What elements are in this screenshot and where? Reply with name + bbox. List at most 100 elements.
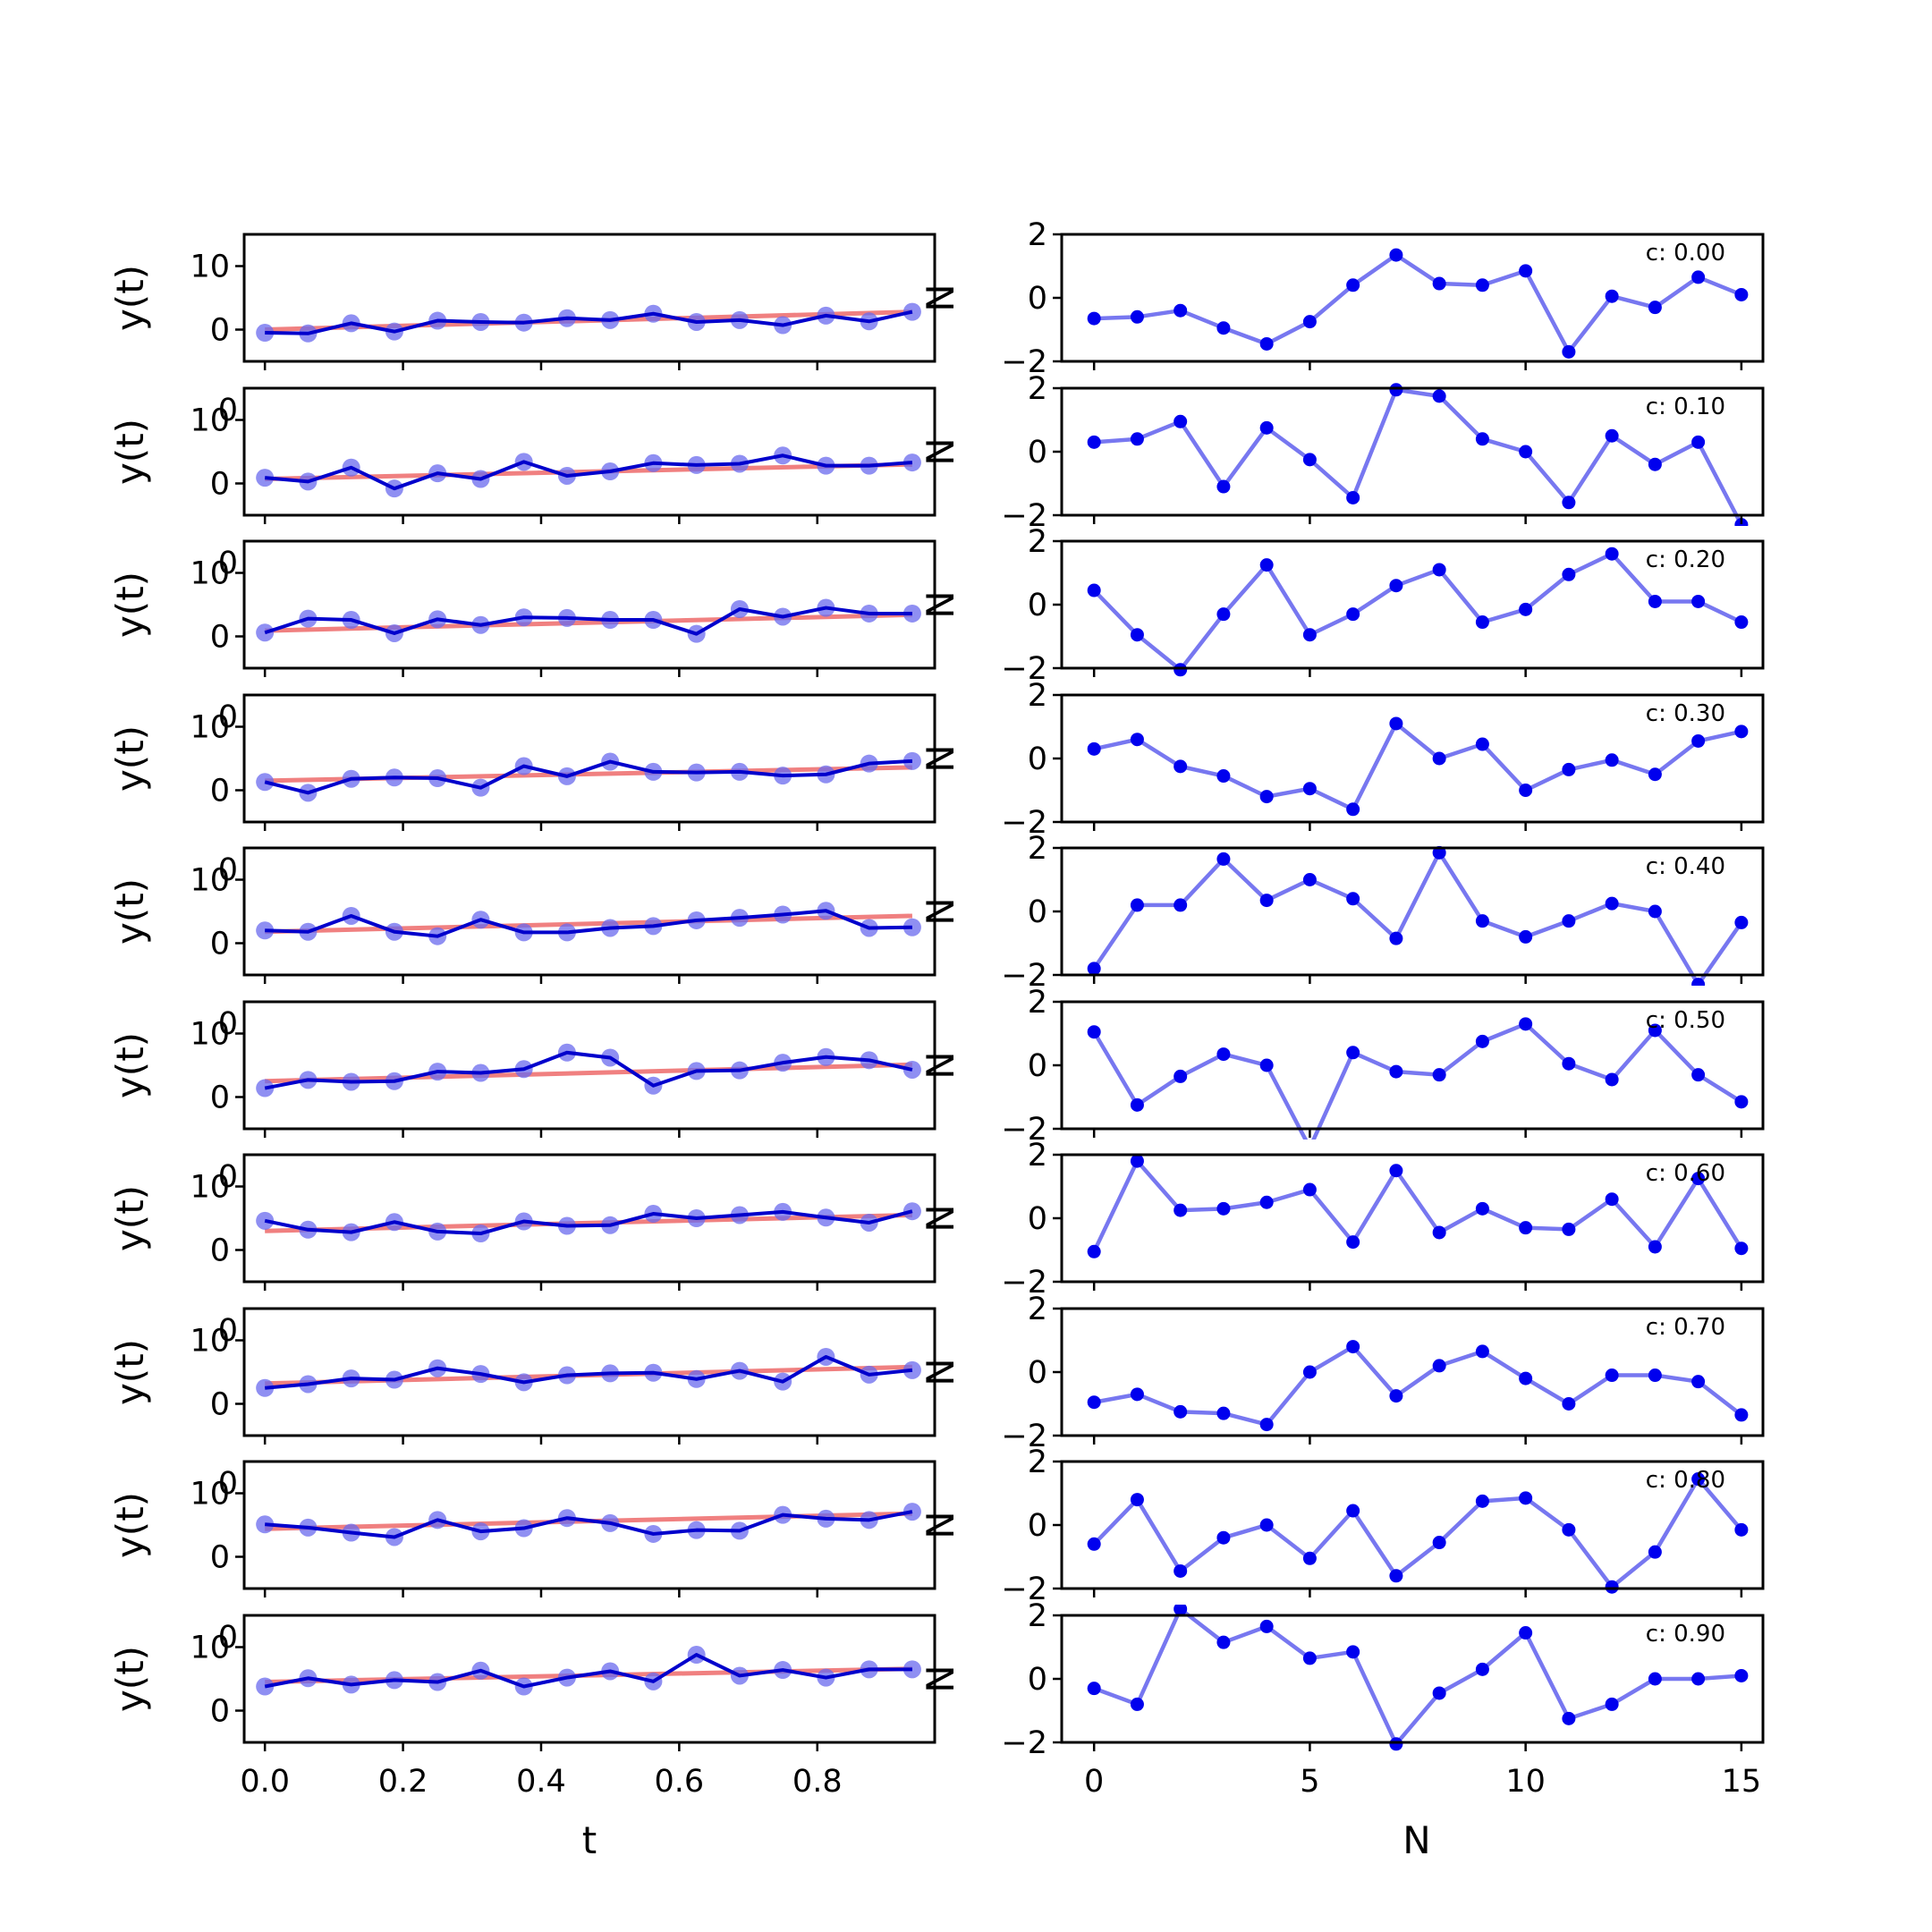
y-tick-label: −2 [1001,1112,1047,1148]
y-axis-label: N [919,1665,962,1692]
y-tick-label: −2 [1001,651,1047,687]
data-point [1691,1472,1706,1487]
noise-line [1094,387,1743,526]
right-panel-5-marks [1087,845,1749,986]
y-tick-label: −2 [1001,958,1047,994]
left-panel-6-marks [256,1043,921,1097]
coupling-annotation: c: 0.30 [1646,700,1725,727]
trend-line [265,913,912,935]
y-tick-label: 2 [1028,985,1047,1021]
data-point [1302,873,1317,886]
data-point [1346,607,1360,622]
left-axes-frame [242,1307,936,1437]
right-panel-4: −2 0 2 Nc: 0.30 [919,678,1765,841]
series-line [265,909,912,938]
right-panel-7: −2 0 2 Nc: 0.60 [919,1138,1765,1301]
y-tick-label: 10 [190,403,230,439]
y-axis-label: y(t) [108,725,152,792]
right-x-axis-label: N [1402,1818,1430,1862]
data-point [1605,753,1619,767]
left-axes-frame [242,846,936,977]
y-tick-label: 0 [1028,894,1047,930]
data-point [1648,1545,1662,1559]
data-point [1174,1563,1188,1578]
series-line [264,1653,912,1689]
data-point [1432,1536,1446,1550]
data-point [1087,1395,1101,1410]
data-point [1605,289,1619,303]
data-point [1259,336,1274,351]
y-axis-label: y(t) [108,1032,152,1098]
data-point [1087,311,1101,326]
data-point [1648,767,1662,782]
series-line [264,758,913,795]
series-line [264,1050,913,1090]
coupling-annotation: c: 0.20 [1646,547,1725,573]
y-axis-label: N [919,284,962,311]
left-axes-frame [242,1614,936,1744]
data-point [1648,904,1662,919]
y-tick-label: 0 [1028,281,1047,317]
y-axis-label: y(t) [108,419,152,485]
data-point [1691,1375,1706,1389]
data-point [1389,1164,1403,1178]
data-point [1346,278,1360,292]
data-point [1216,607,1231,622]
noise-line [1092,1021,1743,1140]
data-point [1174,303,1188,318]
overlap-glyph: 0 [218,546,238,581]
y-tick-label: 10 [190,1477,230,1513]
data-point [1302,1182,1317,1197]
coupling-annotation: c: 0.90 [1646,1621,1725,1648]
data-point [1087,741,1101,756]
coupling-annotation: c: 0.50 [1646,1007,1725,1034]
x-tick-label: 0.8 [792,1764,843,1800]
x-tick-label: 0 [1084,1764,1104,1800]
data-point [1432,1068,1446,1082]
data-point [1389,579,1403,593]
y-tick-label: 0 [210,927,230,962]
right-panel-5: −2 0 2 Nc: 0.40 [919,831,1765,994]
left-x-axis-label: t [582,1818,597,1862]
left-panel-7-marks [256,1202,921,1243]
left-panel-1: 0 10 y(t) [108,233,936,370]
y-tick-label: 2 [1028,1445,1047,1480]
noise-line [1092,1477,1743,1589]
data-point [1734,287,1749,301]
data-point [1519,1491,1533,1505]
data-point [1174,1203,1188,1217]
data-point [1562,1222,1576,1236]
data-point [1605,896,1619,911]
y-axis-label: N [919,1358,962,1385]
data-point [1562,1056,1576,1071]
overlap-glyph: 0 [218,1466,238,1502]
data-point [1475,278,1489,292]
trend-line [265,1062,912,1084]
data-point [1475,737,1489,751]
data-point [1519,1371,1533,1385]
right-panel-3: −2 0 2 Nc: 0.20 [919,524,1765,687]
right-panel-1-marks [1087,248,1749,359]
left-panel-8-marks [256,1347,921,1397]
data-point [1648,457,1662,471]
data-point [1130,309,1144,324]
y-tick-label: 0 [1028,588,1047,623]
y-tick-label: 0 [1028,1201,1047,1237]
data-point [1562,1711,1576,1725]
data-point [1389,248,1403,262]
y-tick-label: 0 [210,467,230,503]
data-point [1216,1047,1231,1062]
y-tick-label: 10 [190,250,230,285]
data-point [1174,1605,1188,1616]
data-point [1130,432,1144,446]
y-axis-label: N [919,744,962,772]
series-line [264,453,913,491]
data-point [1216,1406,1231,1420]
data-point [1346,1645,1360,1659]
data-point [1519,602,1533,616]
data-point [1302,1365,1317,1379]
right-panel-1: −2 0 2 Nc: 0.00 [919,217,1765,380]
y-tick-label: 0 [210,1387,230,1423]
data-point [1174,759,1188,774]
